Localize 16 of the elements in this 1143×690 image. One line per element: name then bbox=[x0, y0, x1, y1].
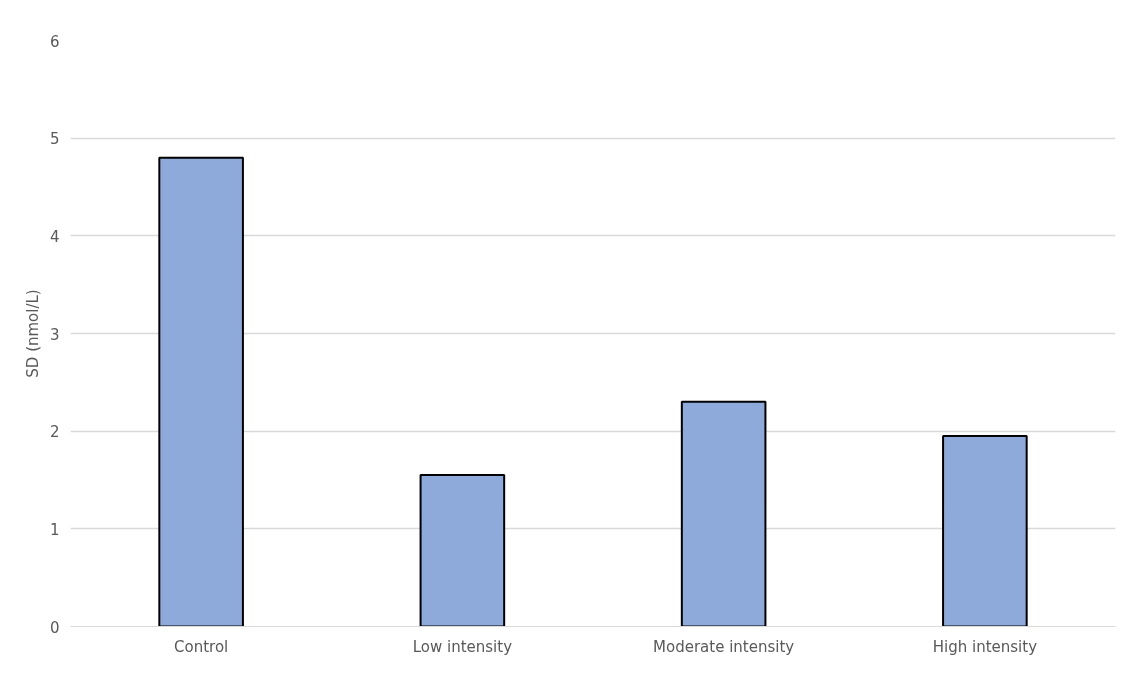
x-tick-label: Low intensity bbox=[412, 637, 513, 656]
x-tick-label: Control bbox=[174, 637, 229, 656]
bar bbox=[158, 156, 244, 627]
x-tick-label: High intensity bbox=[932, 637, 1038, 656]
bar bbox=[942, 435, 1028, 627]
y-tick-label: 2 bbox=[49, 423, 60, 442]
y-tick-label: 3 bbox=[49, 325, 60, 344]
y-tick-label: 4 bbox=[49, 227, 60, 246]
y-tick-label: 5 bbox=[49, 130, 60, 149]
x-tick-label: Moderate intensity bbox=[653, 637, 795, 656]
y-axis-title: SD (nmol/L) bbox=[23, 289, 42, 378]
y-tick-label: 1 bbox=[49, 520, 60, 539]
bar bbox=[680, 400, 767, 627]
y-tick-label: 6 bbox=[49, 32, 60, 51]
y-tick-label: 0 bbox=[49, 618, 60, 637]
bar bbox=[419, 474, 506, 627]
